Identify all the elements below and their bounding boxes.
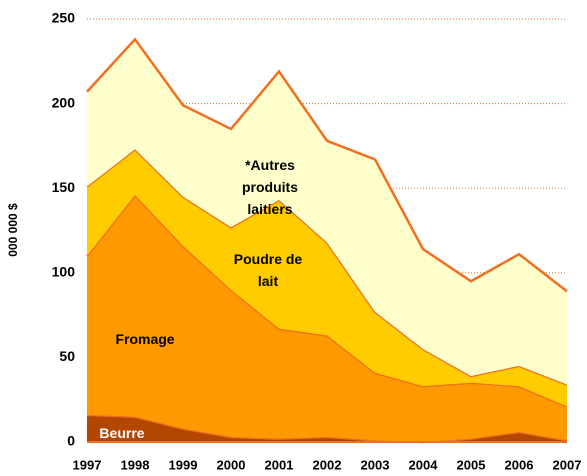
area [87,149,567,407]
x-tick-label: 2000 [217,457,246,472]
y-axis-label: 000 000 $ [6,203,20,257]
series-label: *Autres produits laitiers [242,157,298,217]
x-tick-label: 1999 [169,457,198,472]
y-tick-label: 250 [52,10,76,26]
area [87,194,567,442]
x-tick-label: 2003 [361,457,390,472]
x-tick-label: 2006 [505,457,534,472]
area-line [86,37,568,293]
y-tick-label: 50 [59,348,75,364]
x-tick-label: 1997 [73,457,102,472]
y-tick-label: 0 [67,433,75,449]
x-tick-label: 1998 [121,457,150,472]
x-tick-label: 2004 [409,457,439,472]
area [87,39,567,385]
x-tick-label: 2007 [553,457,582,472]
series-label: Poudre de lait [233,251,303,289]
area [87,414,567,442]
series-label: Fromage [115,331,175,347]
x-tick-label: 2005 [457,457,486,472]
y-tick-label: 200 [52,94,76,110]
x-tick-label: 2002 [313,457,342,472]
y-tick-label: 150 [52,179,76,195]
x-tick-label: 2001 [265,457,294,472]
series-label: Beurre [99,425,145,441]
y-tick-label: 100 [52,264,76,280]
